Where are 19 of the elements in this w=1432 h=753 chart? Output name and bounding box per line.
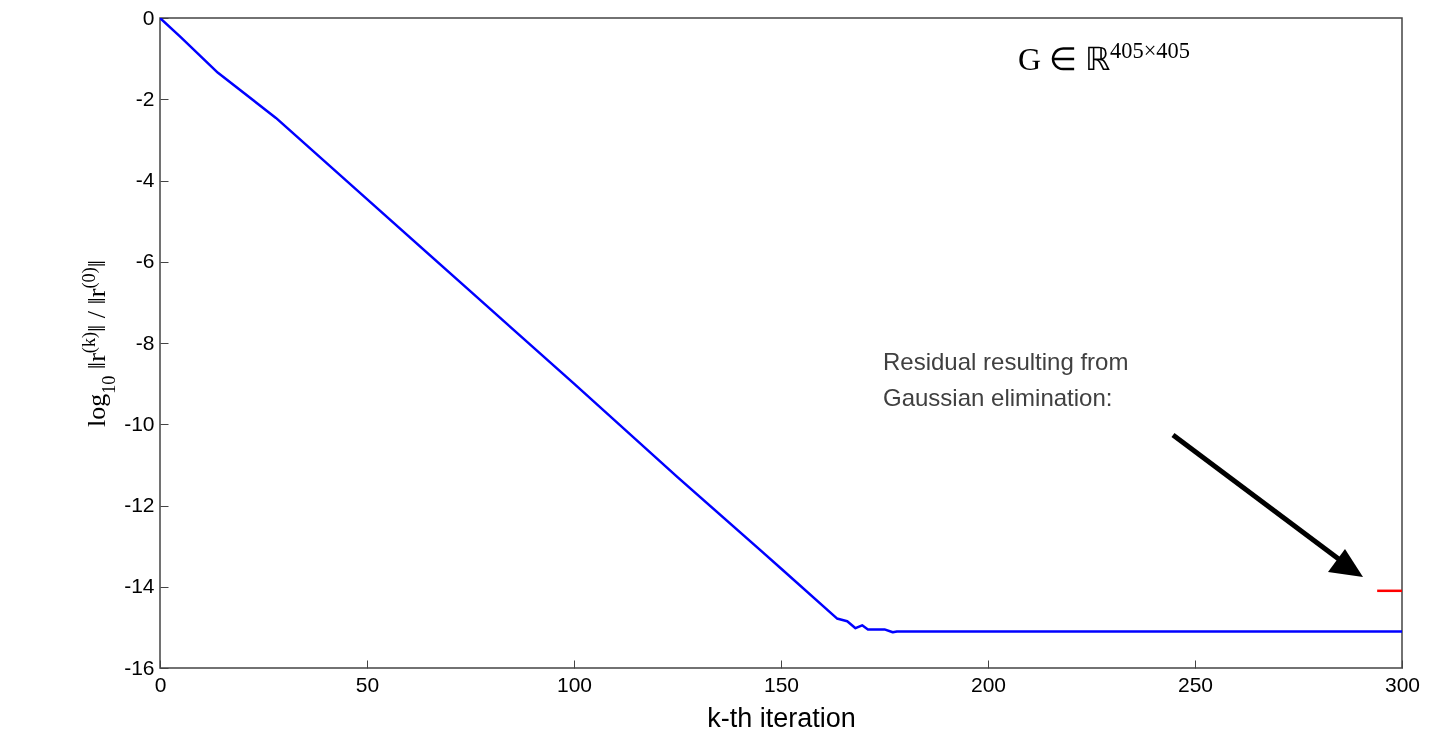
y-tick-label: -8: [135, 330, 155, 354]
x-tick-label: 200: [970, 672, 1007, 696]
y-tick-label: -4: [135, 168, 155, 191]
annotation: G ∈ ℝ$^{405×405}$: [1018, 37, 1190, 77]
y-tick-label: 0: [142, 5, 155, 29]
y-tick-label: -14: [124, 574, 155, 598]
x-tick-label: 100: [556, 672, 593, 696]
x-tick-label: 50: [355, 672, 380, 696]
y-tick-label: -10: [124, 411, 155, 435]
y-tick-label: -16: [124, 655, 155, 679]
y-tick-label: -12: [124, 493, 155, 516]
x-tick-label: 300: [1384, 672, 1421, 696]
y-tick-label: -2: [135, 86, 155, 110]
x-tick-label: 250: [1177, 672, 1214, 696]
line-series: [160, 18, 1402, 634]
y-tick-label: -6: [135, 249, 155, 273]
x-tick-label: 150: [763, 672, 800, 696]
x-axis-title: k-th iteration: [707, 702, 856, 733]
annotation: Residual resulting from Gaussian elimination:: [883, 348, 1129, 411]
